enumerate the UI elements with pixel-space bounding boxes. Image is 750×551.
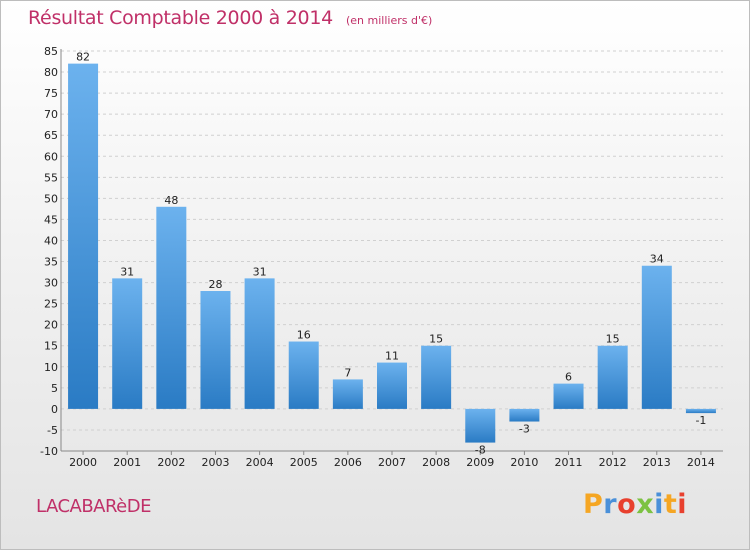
bar-layer [68, 63, 716, 443]
bar-2010 [509, 408, 540, 422]
brand-letter: x [636, 489, 655, 520]
brand-letter: o [617, 489, 637, 520]
bar-2007 [377, 362, 407, 409]
x-tick-label: 2008 [422, 456, 450, 469]
x-tick-label: 2004 [246, 456, 274, 469]
y-tick-label: 65 [44, 129, 58, 142]
x-tick-label: 2006 [334, 456, 362, 469]
data-label: -8 [475, 444, 486, 457]
x-tick-label: 2014 [687, 456, 715, 469]
y-tick-label: 80 [44, 66, 58, 79]
data-label: 7 [344, 366, 351, 379]
axis-layer: -10 -5 0 5 10 15 20 25 30 35 40 45 50 55 60 65 70 75 80 85 2… [40, 45, 723, 469]
y-tick-label: 0 [51, 403, 58, 416]
x-tick-label: 2011 [555, 456, 583, 469]
commune-name: LACABARèDE [36, 496, 152, 517]
bar-2008 [421, 345, 452, 409]
brand-letter: t [663, 489, 678, 520]
x-tick-label: 2000 [69, 456, 97, 469]
bar-2014 [685, 408, 716, 414]
y-tick-label: 5 [51, 382, 58, 395]
bar-2005 [288, 341, 319, 409]
bar-2003 [200, 291, 231, 409]
y-tick-label: 50 [44, 192, 58, 205]
chart-subtitle: (en milliers d'€) [345, 14, 433, 27]
brand-letter: r [603, 489, 618, 520]
bar-2001 [112, 278, 143, 409]
bar-2009 [465, 408, 496, 443]
y-tick-label: 70 [44, 108, 58, 121]
x-tick-label: 2005 [290, 456, 318, 469]
y-tick-label: 45 [44, 213, 58, 226]
y-tick-label: 55 [44, 171, 58, 184]
y-tick-label: 15 [44, 340, 58, 353]
brand-letter: i [654, 489, 664, 520]
bar-2000 [68, 63, 99, 409]
data-label: 16 [297, 329, 311, 342]
proxiti-logo[interactable]: Proxiti [583, 489, 687, 520]
bar-2013 [641, 265, 672, 409]
data-label: 31 [120, 265, 134, 278]
data-label: 48 [164, 194, 178, 207]
bar-2006 [332, 379, 363, 409]
data-label: 34 [650, 253, 664, 266]
y-tick-label: -5 [47, 424, 58, 437]
y-tick-label: 75 [44, 87, 58, 100]
y-tick-label: 60 [44, 150, 58, 163]
brand-letter: i [677, 489, 688, 520]
x-tick-label: 2007 [378, 456, 406, 469]
data-label: 82 [76, 51, 90, 64]
y-tick-label: 30 [44, 277, 58, 290]
data-label: -3 [519, 423, 530, 436]
data-label: -1 [695, 414, 706, 427]
title-row: Résultat Comptable 2000 à 2014 (en milli… [28, 7, 432, 29]
data-label: 15 [606, 333, 620, 346]
data-label: 15 [429, 333, 443, 346]
x-tick-label: 2002 [157, 456, 185, 469]
x-tick-label: 2010 [510, 456, 538, 469]
y-tick-label: 35 [44, 256, 58, 269]
data-label: 28 [208, 278, 222, 291]
x-tick-label: 2001 [113, 456, 141, 469]
data-label: 11 [385, 350, 399, 363]
x-tick-label: 2009 [466, 456, 494, 469]
brand-letter: P [583, 489, 604, 520]
x-tick-label: 2012 [599, 456, 627, 469]
bar-2004 [244, 278, 275, 409]
y-tick-label: 40 [44, 234, 58, 247]
x-tick-label: 2013 [643, 456, 671, 469]
y-tick-label: 20 [44, 319, 58, 332]
bar-2002 [156, 206, 187, 409]
y-tick-label: 25 [44, 298, 58, 311]
y-tick-label: -10 [40, 445, 58, 458]
y-tick-label: 85 [44, 45, 58, 58]
chart-title: Résultat Comptable 2000 à 2014 [28, 7, 333, 29]
y-tick-label: 10 [44, 361, 58, 374]
bar-2011 [553, 383, 584, 409]
x-tick-label: 2003 [201, 456, 229, 469]
data-label: 6 [565, 371, 572, 384]
bar-2012 [597, 345, 628, 409]
data-label: 31 [253, 265, 267, 278]
label-layer: 82 31 48 28 31 16 7 11 15 -8 -3 6 15 34 -1 [76, 51, 706, 457]
